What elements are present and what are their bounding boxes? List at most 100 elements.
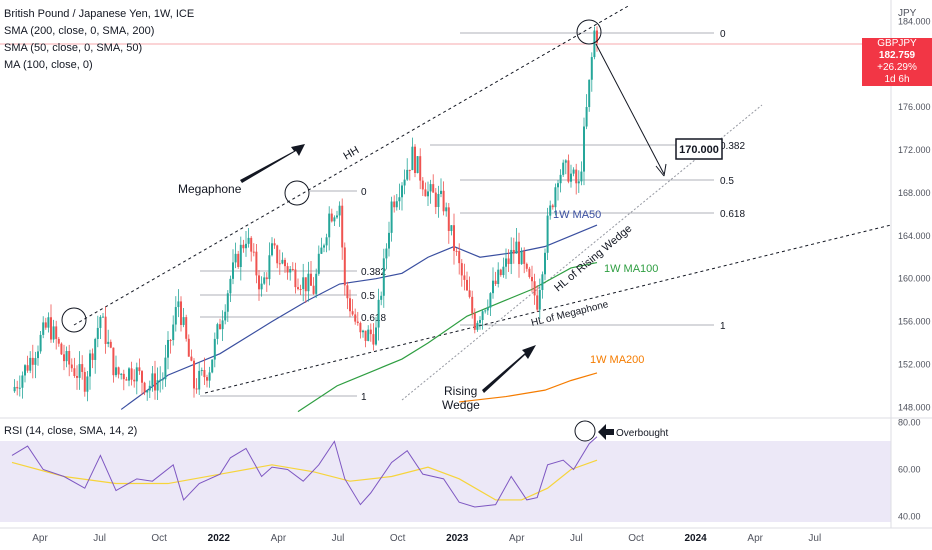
candle-body-31: [91, 353, 94, 360]
candle-body-60: [167, 339, 169, 358]
ma50-line: [120, 224, 598, 410]
time-tick-1: Jul: [93, 533, 106, 544]
candle-body-92: [250, 237, 253, 252]
rsi-legend[interactable]: RSI (14, close, SMA, 14, 2): [4, 425, 138, 437]
rsi-overbought-circle: [574, 420, 596, 442]
candle-body-118: [317, 253, 320, 274]
candle-body-213: [564, 160, 567, 163]
candle-body-223: [590, 57, 593, 80]
time-tick-12: Apr: [747, 533, 763, 544]
candle-body-218: [577, 181, 580, 184]
time-tick-2: Oct: [151, 533, 167, 544]
candle-body-162: [432, 184, 435, 193]
candle-body-93: [252, 251, 255, 253]
candle-body-148: [395, 201, 398, 208]
candle-body-75: [206, 377, 208, 381]
candle-body-172: [458, 251, 461, 264]
candle-body-116: [312, 285, 315, 294]
candle-body-127: [341, 205, 344, 248]
candle-body-48: [135, 367, 138, 382]
candle-body-173: [460, 263, 463, 276]
rsi-tick-2: 40.00: [898, 511, 921, 521]
candle-body-72: [198, 370, 201, 390]
candle-body-154: [411, 146, 414, 171]
candle-body-15: [50, 317, 52, 340]
fib-left-0382: 0.382: [361, 267, 386, 278]
candle-body-46: [130, 368, 133, 380]
candle-body-207: [549, 205, 552, 216]
fib-right-05: 0.5: [720, 176, 734, 187]
candle-body-109: [294, 269, 297, 288]
candle-body-16: [52, 326, 55, 340]
candle-body-42: [120, 373, 123, 375]
candle-body-37: [107, 341, 110, 344]
candle-body-192: [510, 249, 513, 265]
candle-body-21: [65, 350, 68, 362]
candle-body-175: [466, 279, 468, 291]
candle-body-201: [533, 281, 536, 296]
megaphone-upper-trendline[interactable]: [73, 4, 631, 326]
megaphone-lower-trendline[interactable]: [204, 224, 892, 394]
candle-body-10: [37, 351, 39, 359]
candle-body-17: [55, 326, 58, 339]
chart-title[interactable]: British Pound / Japanese Yen, 1W, ICE: [4, 8, 195, 20]
candle-body-134: [359, 322, 362, 333]
candle-body-133: [356, 321, 359, 323]
candle-body-205: [544, 252, 546, 275]
candle-body-44: [125, 379, 128, 381]
candle-body-174: [463, 275, 466, 280]
candle-body-95: [258, 275, 260, 290]
candle-body-149: [398, 197, 401, 202]
candle-body-77: [211, 359, 214, 373]
candle-body-209: [554, 187, 557, 208]
candle-body-124: [333, 217, 336, 222]
candle-body-114: [307, 273, 310, 292]
candle-body-139: [372, 334, 375, 345]
candle-body-195: [518, 241, 520, 265]
candle-body-183: [486, 307, 489, 311]
rising-wedge-trendline[interactable]: [401, 104, 763, 401]
rising-label-2: Wedge: [442, 398, 480, 412]
candle-body-159: [424, 189, 427, 197]
indicator-ma100[interactable]: MA (100, close, 0): [4, 59, 93, 71]
candle-body-41: [117, 367, 120, 375]
candle-body-135: [362, 330, 364, 333]
fib-right-0382: 0.382: [720, 141, 745, 152]
candle-body-13: [44, 322, 47, 328]
candle-body-6: [26, 365, 29, 371]
indicator-sma200[interactable]: SMA (200, close, 0, SMA, 200): [4, 25, 155, 37]
candle-body-170: [453, 225, 455, 251]
candle-body-187: [497, 269, 500, 284]
candle-body-103: [278, 263, 281, 265]
candle-body-113: [304, 277, 307, 292]
candle-body-216: [572, 169, 575, 174]
candle-body-88: [239, 244, 242, 267]
candle-body-99: [268, 255, 271, 280]
candle-body-38: [109, 341, 112, 348]
time-tick-5: Jul: [332, 533, 345, 544]
candle-body-40: [115, 367, 117, 376]
candle-body-52: [146, 390, 149, 393]
rsi-axis: 80.00 60.00 40.00: [898, 418, 921, 522]
candle-body-11: [39, 334, 42, 352]
chart-legend: British Pound / Japanese Yen, 1W, ICE SM…: [4, 6, 194, 74]
indicator-sma50[interactable]: SMA (50, close, 0, SMA, 50): [4, 42, 143, 54]
candle-body-33: [96, 327, 99, 340]
price-tick-4: 168.000: [898, 188, 931, 198]
candle-body-196: [520, 251, 523, 265]
candle-body-117: [315, 273, 318, 294]
candle-body-164: [437, 193, 440, 208]
candle-body-45: [128, 368, 130, 381]
candle-body-163: [434, 192, 437, 208]
candle-body-63: [174, 307, 177, 325]
candle-body-144: [385, 248, 388, 259]
highlight-circle-left: [61, 307, 87, 333]
candle-body-61: [169, 339, 172, 341]
candle-body-166: [442, 190, 445, 212]
candle-body-28: [83, 371, 86, 392]
candle-body-101: [273, 243, 276, 246]
candle-body-112: [302, 277, 305, 290]
price-tick-3: 172.000: [898, 145, 931, 155]
candle-body-26: [78, 364, 81, 378]
